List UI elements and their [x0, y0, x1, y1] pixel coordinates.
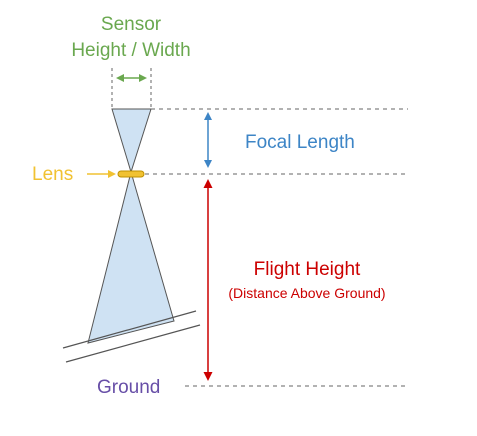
sensor-cone	[111, 108, 152, 174]
flight-height-sublabel: (Distance Above Ground)	[228, 285, 385, 301]
sensor-label-line1: Sensor	[101, 14, 162, 35]
ground-label: Ground	[97, 377, 160, 398]
ground-line-lower	[65, 324, 201, 363]
focal-length-label: Focal Length	[245, 132, 355, 153]
ground-cone	[87, 170, 175, 344]
sensor-label-line2: Height / Width	[71, 40, 190, 61]
lens-shape	[117, 170, 145, 178]
ground-line-upper	[62, 310, 197, 349]
lens-label: Lens	[32, 164, 73, 185]
flight-height-label: Flight Height	[254, 259, 361, 280]
